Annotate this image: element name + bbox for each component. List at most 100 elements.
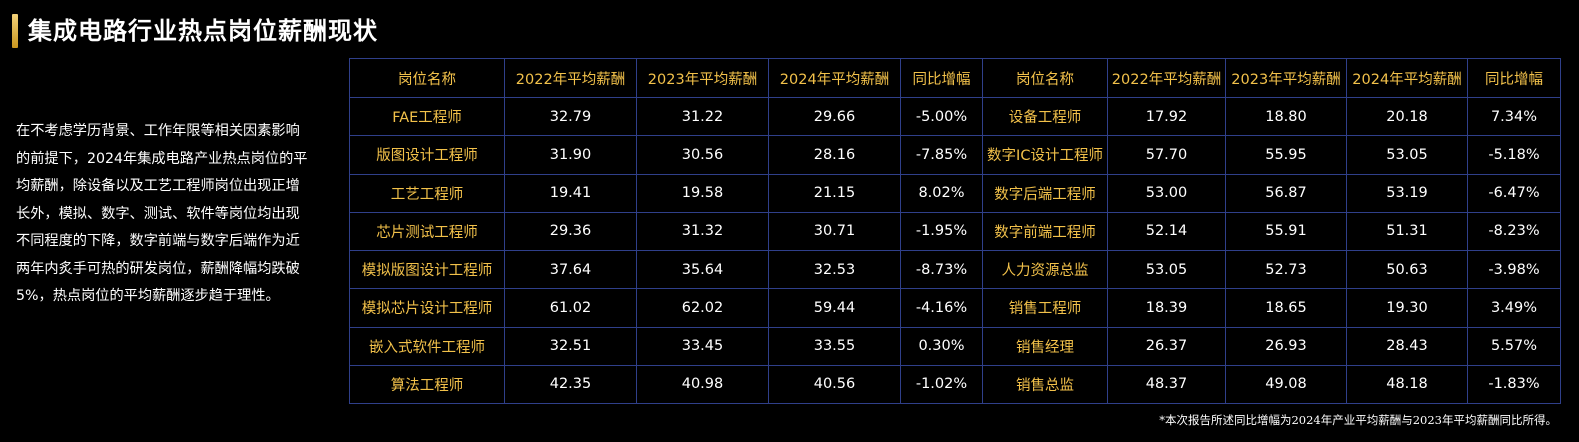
growth-rate-cell: 3.49% bbox=[1467, 288, 1561, 328]
growth-rate-cell: 5.57% bbox=[1467, 326, 1561, 366]
position-name-cell: 数字IC设计工程师 bbox=[982, 135, 1108, 175]
growth-rate-cell: -5.18% bbox=[1467, 135, 1561, 175]
table-row: FAE工程师 32.79 31.22 29.66 -5.00% 设备工程师 17.92 18.… bbox=[349, 96, 1561, 137]
salary-cell: 50.63 bbox=[1346, 249, 1468, 290]
growth-rate-cell: -5.00% bbox=[900, 96, 983, 137]
salary-cell: 31.32 bbox=[636, 211, 769, 252]
salary-cell: 19.41 bbox=[504, 173, 637, 213]
growth-rate-cell: 8.02% bbox=[900, 173, 983, 213]
salary-table-container: 岗位名称 2022年平均薪酬 2023年平均薪酬 2024年平均薪酬 同比增幅 岗位名称 2… bbox=[349, 58, 1561, 405]
salary-cell: 19.58 bbox=[636, 173, 769, 213]
salary-cell: 18.65 bbox=[1225, 288, 1347, 328]
position-name-cell: 销售总监 bbox=[982, 364, 1108, 405]
salary-cell: 28.16 bbox=[768, 135, 901, 175]
salary-cell: 31.22 bbox=[636, 96, 769, 137]
salary-cell: 26.93 bbox=[1225, 326, 1347, 366]
growth-rate-cell: -7.85% bbox=[900, 135, 983, 175]
position-name-cell: 销售工程师 bbox=[982, 288, 1108, 328]
growth-rate-cell: 7.34% bbox=[1467, 96, 1561, 137]
position-name-cell: 芯片测试工程师 bbox=[349, 211, 505, 252]
salary-cell: 20.18 bbox=[1346, 96, 1468, 137]
position-name-cell: 数字后端工程师 bbox=[982, 173, 1108, 213]
salary-cell: 53.05 bbox=[1346, 135, 1468, 175]
salary-cell: 31.90 bbox=[504, 135, 637, 175]
growth-rate-cell: -8.73% bbox=[900, 249, 983, 290]
position-name-cell: 销售经理 bbox=[982, 326, 1108, 366]
growth-rate-cell: -8.23% bbox=[1467, 211, 1561, 252]
position-name-cell: 算法工程师 bbox=[349, 364, 505, 405]
salary-cell: 28.43 bbox=[1346, 326, 1468, 366]
title-accent-bar bbox=[12, 14, 18, 48]
salary-cell: 55.95 bbox=[1225, 135, 1347, 175]
salary-cell: 30.56 bbox=[636, 135, 769, 175]
growth-rate-cell: -4.16% bbox=[900, 288, 983, 328]
table-row: 算法工程师 42.35 40.98 40.56 -1.02% 销售总监 48.37 49.08… bbox=[349, 364, 1561, 405]
column-header: 同比增幅 bbox=[1467, 58, 1561, 98]
salary-cell: 48.18 bbox=[1346, 364, 1468, 405]
table-row: 版图设计工程师 31.90 30.56 28.16 -7.85% 数字IC设计工程师 57.… bbox=[349, 135, 1561, 175]
description-text: 在不考虑学历背景、工作年限等相关因素影响 的前提下，2024年集成电路产业热点岗… bbox=[16, 123, 308, 304]
growth-rate-cell: -1.83% bbox=[1467, 364, 1561, 405]
table-body: FAE工程师 32.79 31.22 29.66 -5.00% 设备工程师 17.92 18.… bbox=[349, 96, 1561, 405]
salary-cell: 33.55 bbox=[768, 326, 901, 366]
salary-cell: 53.00 bbox=[1107, 173, 1226, 213]
table-header-row: 岗位名称 2022年平均薪酬 2023年平均薪酬 2024年平均薪酬 同比增幅 岗位名称 2… bbox=[349, 58, 1561, 98]
salary-cell: 18.39 bbox=[1107, 288, 1226, 328]
growth-rate-cell: -3.98% bbox=[1467, 249, 1561, 290]
salary-cell: 61.02 bbox=[504, 288, 637, 328]
salary-cell: 17.92 bbox=[1107, 96, 1226, 137]
position-name-cell: 模拟版图设计工程师 bbox=[349, 249, 505, 290]
salary-cell: 53.05 bbox=[1107, 249, 1226, 290]
table-row: 嵌入式软件工程师 32.51 33.45 33.55 0.30% 销售经理 26.37 26.… bbox=[349, 326, 1561, 366]
salary-cell: 33.45 bbox=[636, 326, 769, 366]
salary-cell: 32.79 bbox=[504, 96, 637, 137]
salary-cell: 29.66 bbox=[768, 96, 901, 137]
salary-cell: 57.70 bbox=[1107, 135, 1226, 175]
column-header: 2024年平均薪酬 bbox=[768, 58, 901, 98]
column-header: 2023年平均薪酬 bbox=[1225, 58, 1347, 98]
position-name-cell: 人力资源总监 bbox=[982, 249, 1108, 290]
position-name-cell: 工艺工程师 bbox=[349, 173, 505, 213]
salary-cell: 51.31 bbox=[1346, 211, 1468, 252]
salary-cell: 52.14 bbox=[1107, 211, 1226, 252]
salary-cell: 32.53 bbox=[768, 249, 901, 290]
column-header: 2022年平均薪酬 bbox=[1107, 58, 1226, 98]
position-name-cell: 版图设计工程师 bbox=[349, 135, 505, 175]
salary-cell: 32.51 bbox=[504, 326, 637, 366]
column-header: 2023年平均薪酬 bbox=[636, 58, 769, 98]
salary-cell: 48.37 bbox=[1107, 364, 1226, 405]
salary-cell: 21.15 bbox=[768, 173, 901, 213]
table-row: 模拟版图设计工程师 37.64 35.64 32.53 -8.73% 人力资源总监 53.0… bbox=[349, 249, 1561, 290]
position-name-cell: 数字前端工程师 bbox=[982, 211, 1108, 252]
salary-cell: 26.37 bbox=[1107, 326, 1226, 366]
salary-cell: 56.87 bbox=[1225, 173, 1347, 213]
growth-rate-cell: -6.47% bbox=[1467, 173, 1561, 213]
page-title: 集成电路行业热点岗位薪酬现状 bbox=[28, 17, 378, 45]
salary-cell: 40.56 bbox=[768, 364, 901, 405]
salary-table: 岗位名称 2022年平均薪酬 2023年平均薪酬 2024年平均薪酬 同比增幅 岗位名称 2… bbox=[349, 58, 1561, 405]
salary-cell: 52.73 bbox=[1225, 249, 1347, 290]
salary-cell: 40.98 bbox=[636, 364, 769, 405]
salary-cell: 18.80 bbox=[1225, 96, 1347, 137]
position-name-cell: FAE工程师 bbox=[349, 96, 505, 137]
table-row: 模拟芯片设计工程师 61.02 62.02 59.44 -4.16% 销售工程师 18.39… bbox=[349, 288, 1561, 328]
salary-cell: 62.02 bbox=[636, 288, 769, 328]
table-row: 芯片测试工程师 29.36 31.32 30.71 -1.95% 数字前端工程师 52.14… bbox=[349, 211, 1561, 252]
salary-cell: 49.08 bbox=[1225, 364, 1347, 405]
growth-rate-cell: -1.02% bbox=[900, 364, 983, 405]
salary-cell: 35.64 bbox=[636, 249, 769, 290]
column-header: 岗位名称 bbox=[349, 58, 505, 98]
salary-cell: 55.91 bbox=[1225, 211, 1347, 252]
salary-cell: 30.71 bbox=[768, 211, 901, 252]
column-header: 2022年平均薪酬 bbox=[504, 58, 637, 98]
salary-cell: 29.36 bbox=[504, 211, 637, 252]
salary-cell: 37.64 bbox=[504, 249, 637, 290]
column-header: 岗位名称 bbox=[982, 58, 1108, 98]
salary-cell: 53.19 bbox=[1346, 173, 1468, 213]
salary-cell: 42.35 bbox=[504, 364, 637, 405]
position-name-cell: 模拟芯片设计工程师 bbox=[349, 288, 505, 328]
position-name-cell: 设备工程师 bbox=[982, 96, 1108, 137]
footnote: *本次报告所述同比增幅为2024年产业平均薪酬与2023年平均薪酬同比所得。 bbox=[1159, 413, 1557, 427]
column-header: 2024年平均薪酬 bbox=[1346, 58, 1468, 98]
growth-rate-cell: -1.95% bbox=[900, 211, 983, 252]
